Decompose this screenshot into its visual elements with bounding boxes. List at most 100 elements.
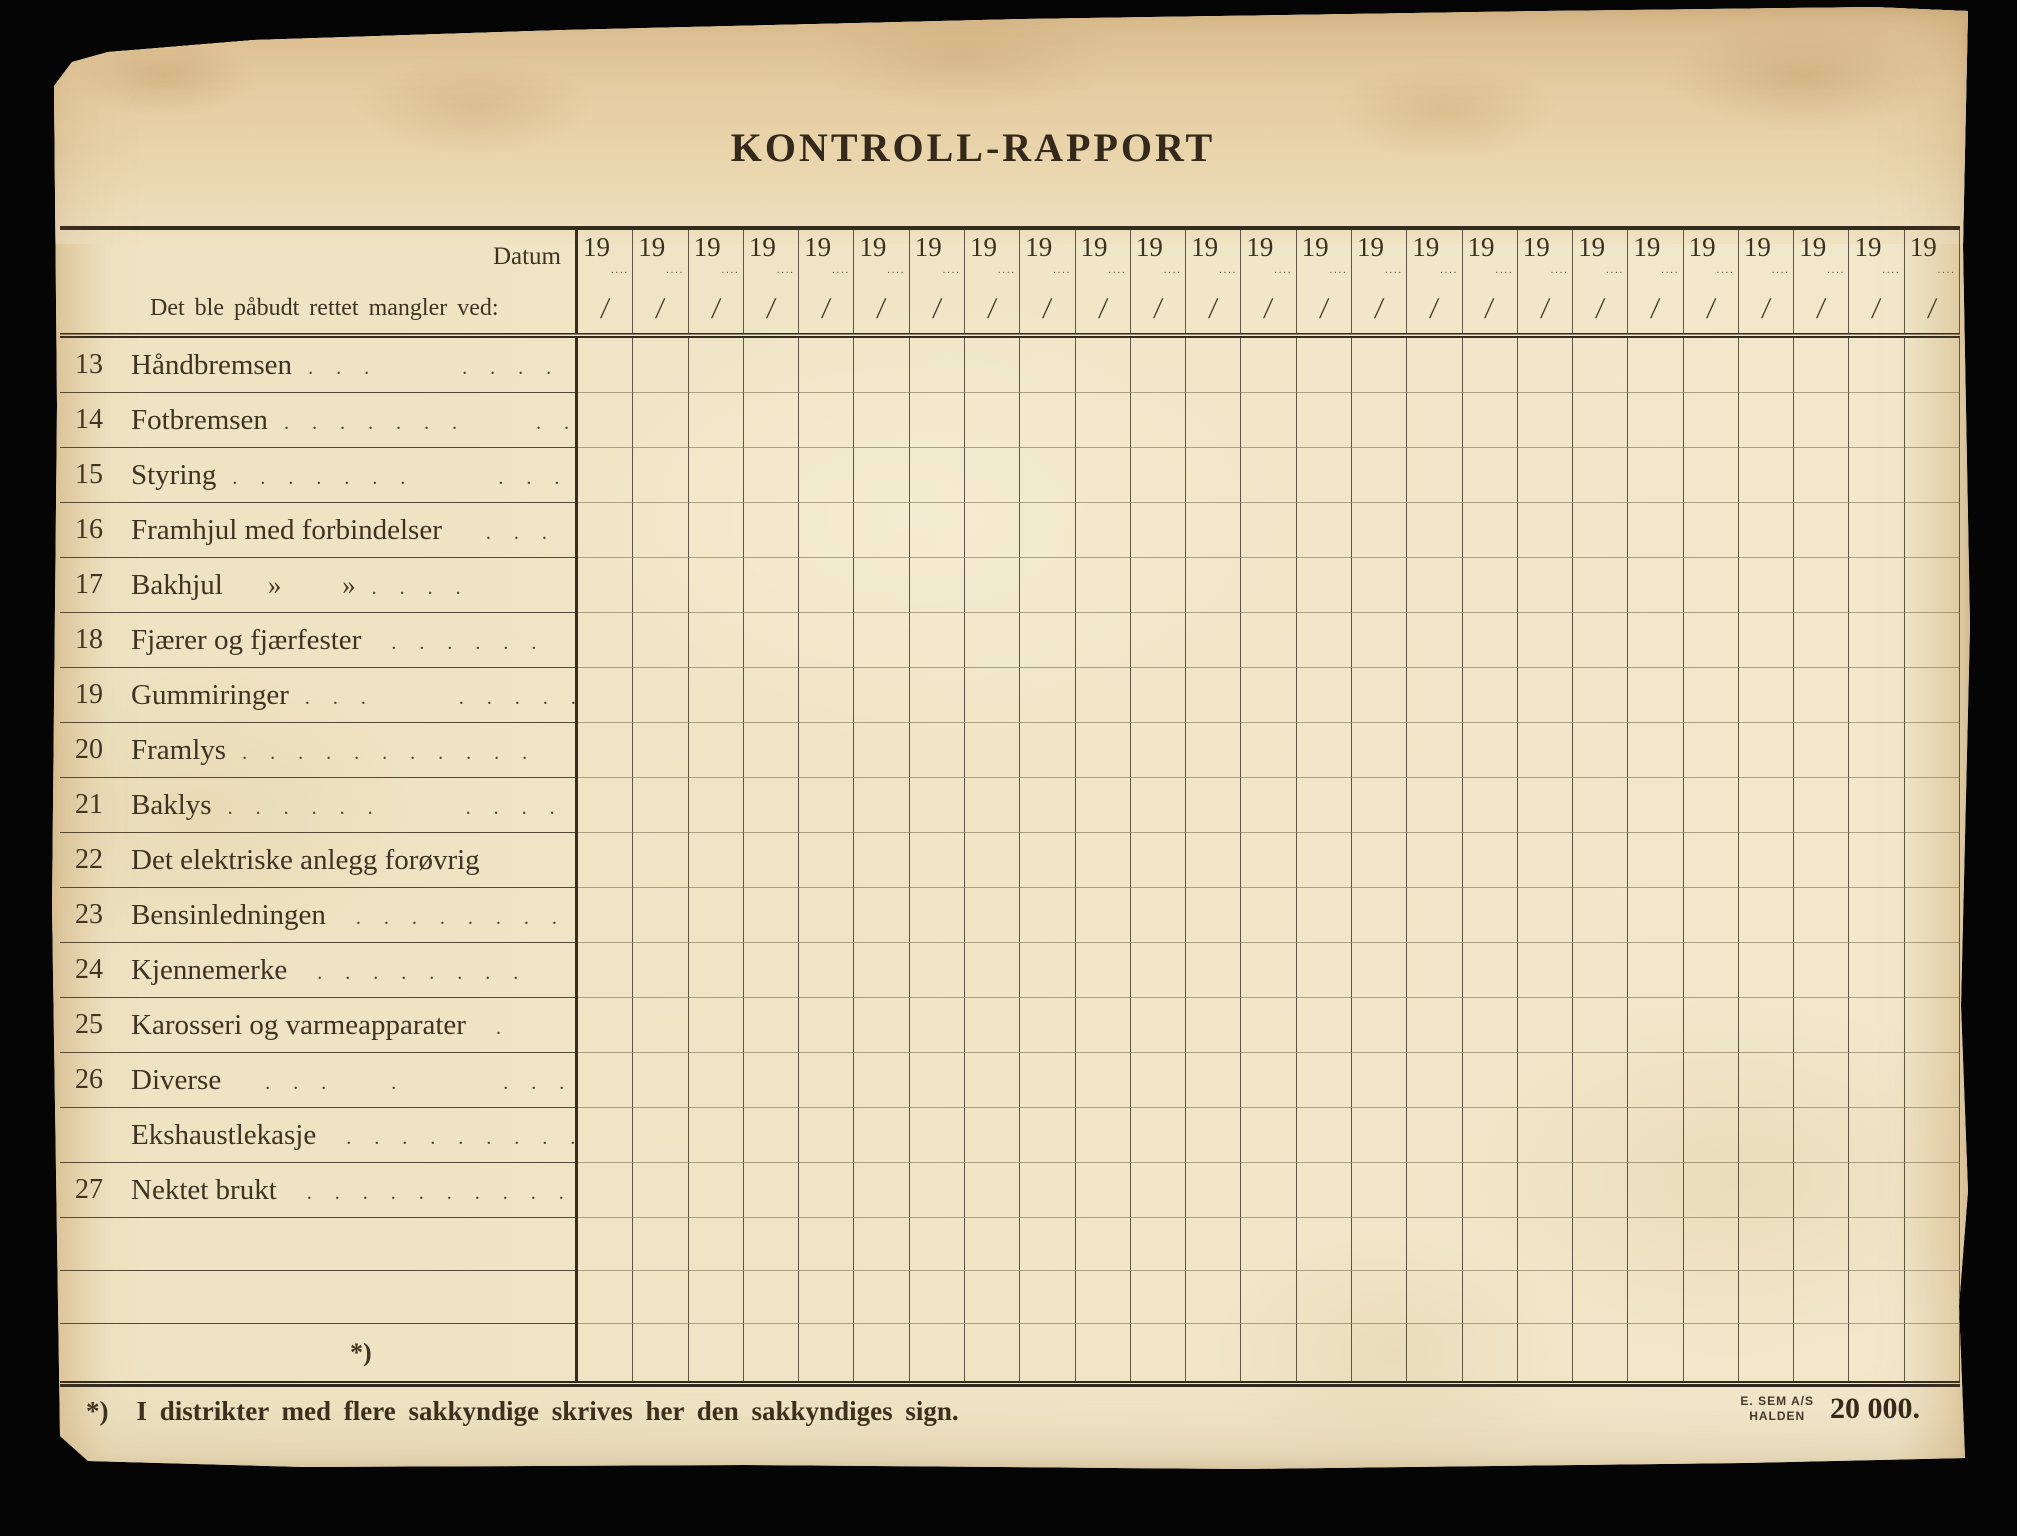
grid-cell [1849,1108,1905,1163]
grid-cell [964,613,1021,668]
grid-cell [854,558,910,613]
table-row: 22 Det elektriske anlegg forøvrig . [60,833,1961,888]
year-prefix: 19 [1356,232,1384,262]
grid-cell [633,393,689,448]
grid-cell [1628,613,1684,668]
grid-cell [799,943,855,998]
grid-cell [1020,1324,1076,1381]
grid-cell [1462,393,1518,448]
grid-cell [1573,1108,1629,1163]
date-slash-cell: / [1297,284,1352,333]
grid-cell [1075,1218,1131,1271]
date-slash-cell: / [1794,284,1850,333]
grid-cell [578,558,634,613]
table-row: 16 Framhjul med forbindelser . . . [60,503,1961,558]
leader-dots: . . . [457,521,556,544]
grid-cell [1849,668,1905,723]
grid-cell [1296,943,1352,998]
grid-cell [799,503,855,558]
grid-cell [1517,1271,1574,1324]
row-label-cell: 20 Framlys . . . . . . . . . . . [60,723,575,778]
grid-cell [1794,558,1850,613]
row-label: Framlys [131,733,227,766]
year-prefix: 19 [1799,232,1827,262]
grid-cell [578,723,634,778]
grid-cell [578,943,634,998]
grid-cell [1628,1053,1684,1108]
grid-cell [743,668,800,723]
date-slash-cell: / [1463,284,1518,333]
grid-cell [1407,1271,1463,1324]
row-label-cell: 25 Karosseri og varmeapparater . . [60,998,575,1053]
date-slash-cell: / [1131,284,1187,333]
row-number: 18 [75,624,103,655]
year-header-cell: 19.... [1186,230,1242,284]
grid-cell [1573,393,1629,448]
grid-cell [743,448,800,503]
grid-cell [1407,613,1463,668]
footer-row: *) I distrikter med flere sakkyndige skri… [60,1392,1960,1427]
grid-cell [1573,503,1629,558]
grid-cell [1130,668,1187,723]
grid-cell [1296,1271,1352,1324]
grid-cell [854,1271,910,1324]
grid-cell [1075,943,1131,998]
grid-cell [688,998,744,1053]
grid-cell [1628,338,1684,393]
year-dotted-line: .... [1771,265,1790,276]
grid-cell [1849,833,1905,888]
leader-dots: . . . . . . . . . . . [242,741,537,764]
row-number: 19 [75,679,103,710]
grid-cell [1351,1163,1408,1218]
row-label-cell: 26 Diverse . . . . . . . . [60,1053,575,1108]
grid-cell [1241,1218,1297,1271]
grid-cell [743,1218,800,1271]
date-slash: / [1262,291,1275,325]
grid-cell [1020,1218,1076,1271]
grid-cell [633,448,689,503]
grid-cell [1794,778,1850,833]
year-dotted-line: .... [1384,265,1403,276]
grid-cell [1738,1163,1795,1218]
grid-cell [1075,1108,1131,1163]
grid-cell [1904,833,1961,888]
grid-cell [1517,613,1574,668]
row-number: 26 [75,1064,103,1095]
grid-cell [1517,503,1574,558]
grid-cell [1407,1108,1463,1163]
date-grid-cells [575,778,1961,833]
grid-cell [1296,1218,1352,1271]
grid-cell [1186,833,1242,888]
grid-cell [688,613,744,668]
date-grid-cells [575,1163,1961,1218]
grid-cell [854,943,910,998]
grid-cell [688,558,744,613]
grid-cell [1628,558,1684,613]
year-prefix: 19 [859,232,887,262]
grid-cell [1517,338,1574,393]
grid-cell [1904,1271,1961,1324]
grid-cell [1296,833,1352,888]
table-row: 24 Kjennemerke . . . . . . . . [60,943,1961,998]
row-label: Framhjul med forbindelser [131,513,442,546]
grid-cell [1849,448,1905,503]
printer-line1: E. SEM A/S [1740,1394,1814,1408]
paper-sheet: KONTROLL-RAPPORT Datum 19.... 19.... 19...… [52,7,1970,1469]
date-slash: / [875,291,888,325]
grid-cell [1683,1053,1739,1108]
year-dotted-line: .... [1274,265,1293,276]
date-slash-cell: / [744,284,800,333]
row-label: Fotbremsen [131,403,268,436]
year-prefix: 19 [1135,232,1163,262]
year-dotted-line: .... [1440,265,1459,276]
row-label-cell: 13 Håndbremsen . . . . . . . . [60,338,575,393]
row-label: Fjærer og fjærfester [131,623,362,656]
grid-cell [1462,448,1518,503]
ditto-marks: » » [267,569,356,600]
grid-cell [578,503,634,558]
grid-cell [1462,503,1518,558]
grid-cell [578,668,634,723]
grid-cell [1904,1053,1961,1108]
grid-cell [578,613,634,668]
row-label: Bakhjul [131,568,223,601]
